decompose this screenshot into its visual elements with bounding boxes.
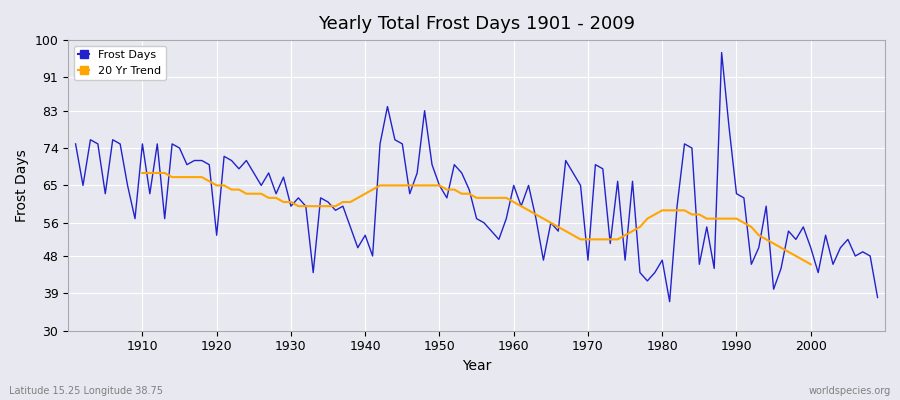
X-axis label: Year: Year [462,359,491,373]
Text: Latitude 15.25 Longitude 38.75: Latitude 15.25 Longitude 38.75 [9,386,163,396]
Legend: Frost Days, 20 Yr Trend: Frost Days, 20 Yr Trend [74,46,166,80]
Title: Yearly Total Frost Days 1901 - 2009: Yearly Total Frost Days 1901 - 2009 [318,15,635,33]
Y-axis label: Frost Days: Frost Days [15,149,29,222]
Text: worldspecies.org: worldspecies.org [809,386,891,396]
